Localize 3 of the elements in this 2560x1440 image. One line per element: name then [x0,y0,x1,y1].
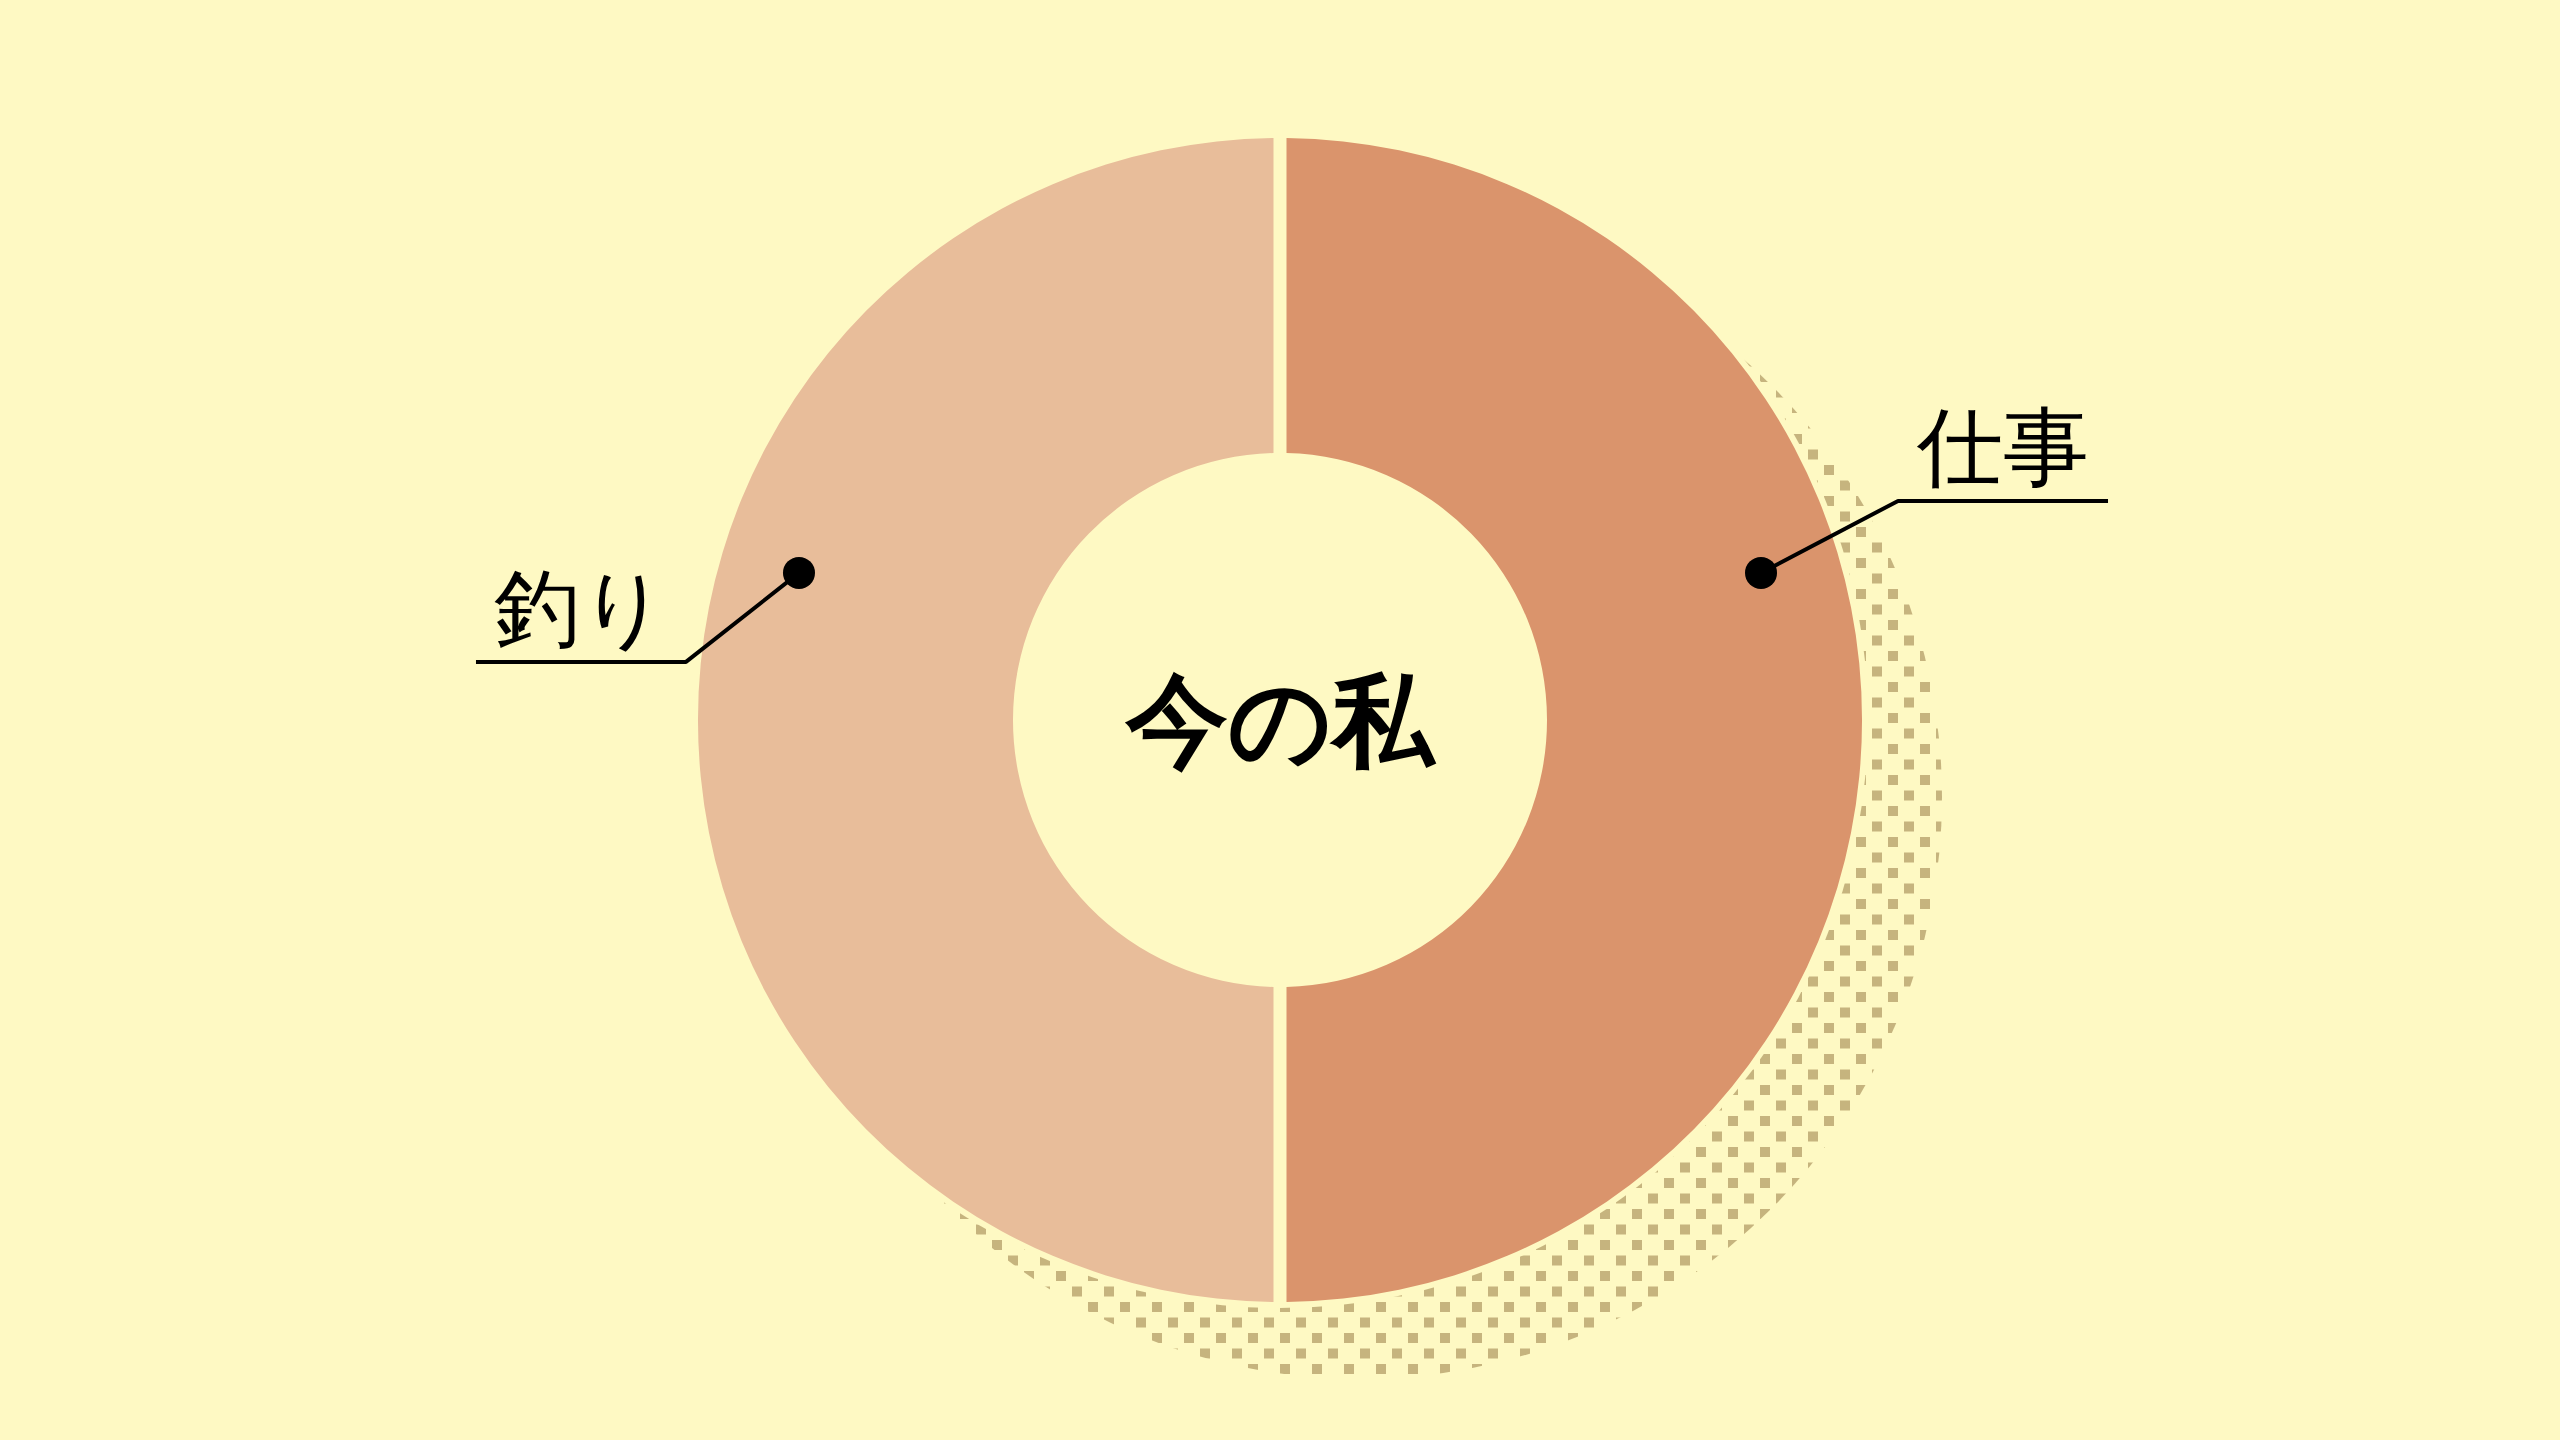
slice-label: 釣り [493,557,668,658]
text: 今の私 [1124,661,1437,780]
slice-label: 仕事 [1916,396,2090,497]
